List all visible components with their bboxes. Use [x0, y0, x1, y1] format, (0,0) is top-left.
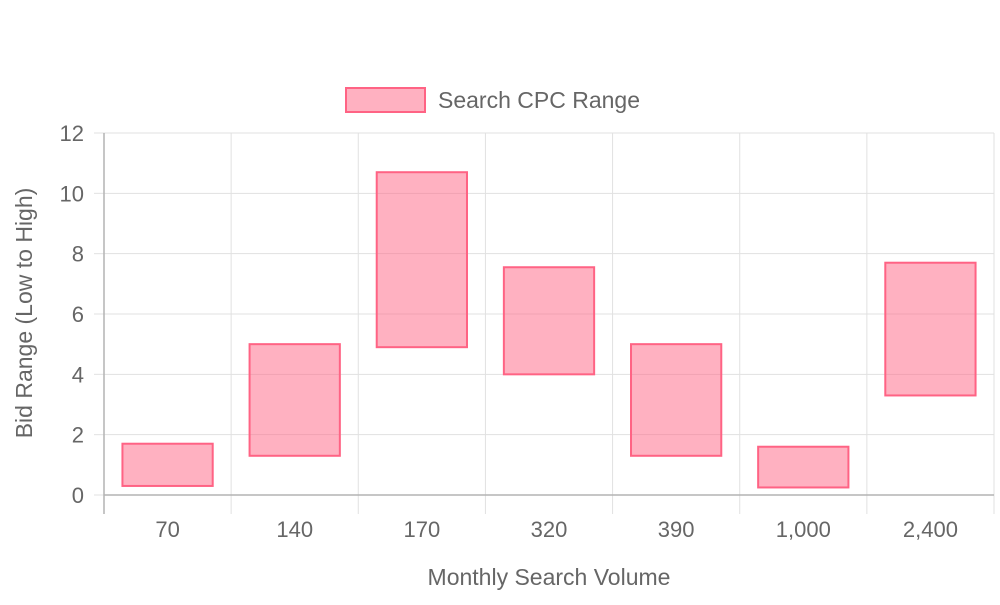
y-tick-label: 12: [60, 121, 84, 146]
range-bar[interactable]: [884, 261, 977, 397]
y-tick-label: 10: [60, 181, 84, 206]
x-tick-label: 140: [276, 517, 313, 542]
x-axis-title: Monthly Search Volume: [428, 564, 671, 590]
x-tick-label: 70: [155, 517, 179, 542]
range-bar[interactable]: [121, 442, 214, 487]
y-tick-label: 6: [72, 302, 84, 327]
y-tick-label: 2: [72, 423, 84, 448]
legend[interactable]: Search CPC Range: [345, 87, 640, 113]
x-tick-label: 320: [531, 517, 568, 542]
x-tick-label: 1,000: [776, 517, 831, 542]
x-tick-label: 170: [403, 517, 440, 542]
bars: [121, 171, 977, 489]
x-tick-label: 390: [658, 517, 695, 542]
legend-label[interactable]: Search CPC Range: [438, 87, 640, 113]
range-bar[interactable]: [248, 343, 341, 457]
x-tick-label: 2,400: [903, 517, 958, 542]
y-tick-label: 4: [72, 362, 84, 387]
range-bar[interactable]: [375, 171, 468, 349]
range-bar[interactable]: [502, 266, 596, 376]
tick-labels: 0 2 4 6 8 10 12 70 140 170 320 390 1,000 2,400: [60, 121, 958, 542]
y-tick-label: 0: [72, 483, 84, 508]
range-bar[interactable]: [757, 445, 850, 489]
y-tick-label: 8: [72, 242, 84, 267]
y-axis-title: Bid Range (Low to High): [11, 188, 37, 439]
axes: [103, 133, 994, 514]
legend-swatch[interactable]: [345, 87, 426, 113]
range-bar[interactable]: [630, 343, 723, 457]
